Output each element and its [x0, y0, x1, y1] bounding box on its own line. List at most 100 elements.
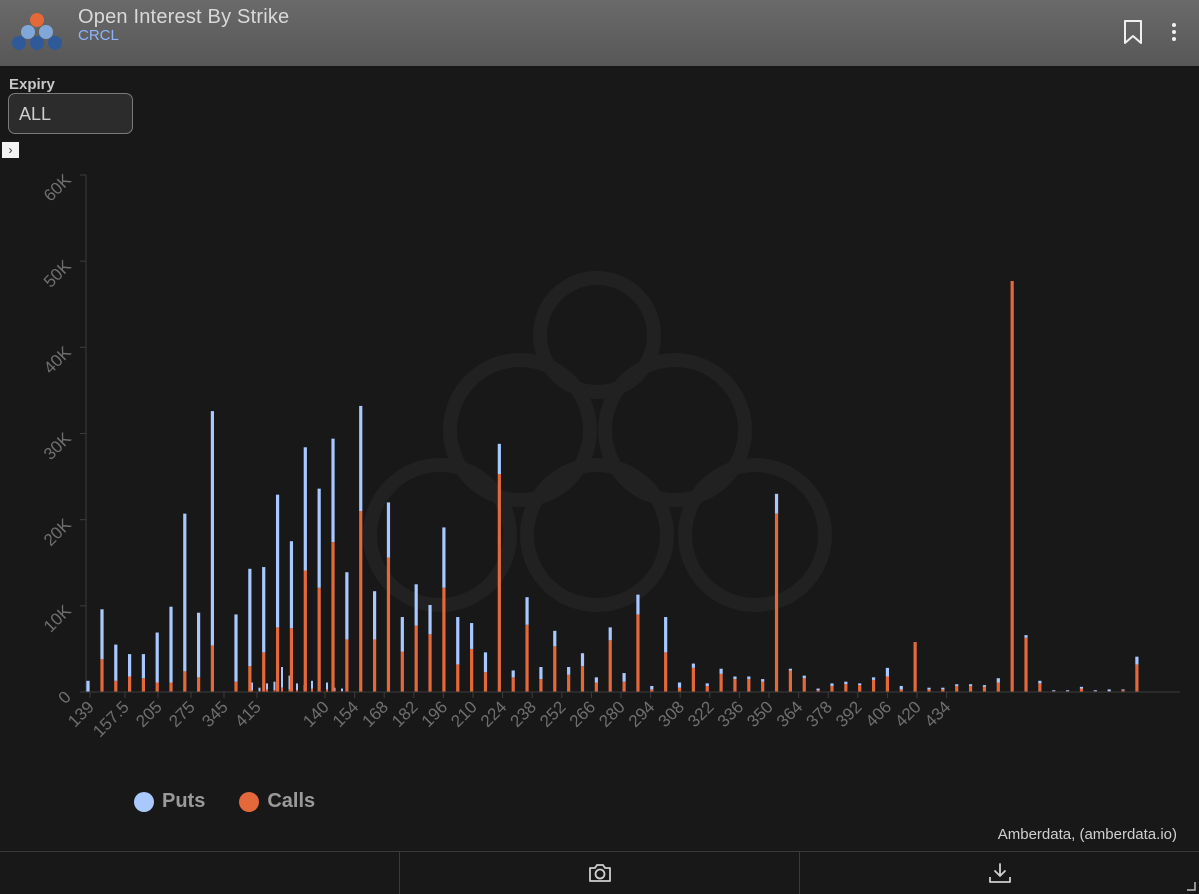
bar-puts	[373, 591, 377, 640]
bar-puts	[774, 493, 779, 514]
bar-puts	[359, 405, 363, 512]
bar-stack	[705, 683, 709, 692]
bar-puts	[636, 594, 640, 615]
bar-stack	[844, 681, 848, 692]
bar-calls	[141, 678, 145, 692]
legend-label-calls: Calls	[267, 790, 316, 812]
bar-puts	[128, 654, 132, 677]
x-tick-label: 157.5	[89, 697, 133, 741]
bar-puts	[996, 678, 1000, 683]
bar-calls	[1024, 637, 1028, 692]
expiry-select[interactable]: ALL	[8, 93, 133, 134]
bar-stack	[941, 687, 945, 692]
bar-puts	[169, 606, 173, 683]
bar-calls	[802, 678, 806, 692]
amberdata-logo	[12, 13, 62, 50]
bar-puts	[733, 676, 737, 680]
bar-calls	[359, 511, 363, 692]
resize-handle-icon[interactable]	[1186, 881, 1196, 891]
bar-stack	[996, 678, 1000, 692]
more-vertical-icon[interactable]	[1164, 20, 1184, 44]
cluster-bar-calls	[296, 690, 298, 692]
bar-calls	[664, 652, 668, 692]
bar-calls	[927, 689, 931, 692]
camera-icon[interactable]	[587, 861, 613, 885]
bar-calls	[483, 672, 488, 692]
bar-stack	[553, 630, 557, 692]
cluster-bar-calls	[266, 689, 268, 692]
bar-puts	[1093, 690, 1097, 692]
bar-puts	[761, 679, 765, 682]
bar-calls	[650, 689, 654, 692]
bar-puts	[1038, 680, 1042, 684]
x-tick-label: 280	[595, 697, 628, 730]
bar-stack	[968, 684, 973, 692]
x-tick-label: 336	[714, 697, 747, 730]
bar-puts	[553, 630, 557, 647]
bar-calls	[128, 676, 132, 692]
bar-stack	[927, 687, 931, 692]
download-icon[interactable]	[987, 861, 1013, 885]
bar-stack	[234, 614, 238, 692]
bar-calls	[830, 685, 834, 692]
bar-puts	[197, 612, 201, 678]
bar-calls	[497, 473, 501, 692]
bar-stack	[955, 684, 959, 692]
cluster-bar-puts	[258, 687, 261, 692]
ticker-symbol: CRCL	[78, 27, 119, 44]
y-tick-label: 60K	[40, 170, 75, 205]
bar-calls	[345, 639, 349, 692]
bar-puts	[539, 667, 543, 680]
bar-calls	[197, 677, 201, 692]
bar-calls	[1135, 664, 1139, 692]
bar-stack	[155, 632, 159, 692]
bar-calls	[858, 685, 862, 692]
bar-calls	[331, 542, 335, 692]
cluster-bar-puts	[326, 682, 328, 690]
bar-stack	[289, 541, 294, 692]
bar-stack	[774, 493, 779, 692]
bar-puts	[788, 668, 792, 671]
bar-puts	[289, 541, 294, 629]
bar-calls	[844, 684, 848, 692]
bar-puts	[248, 568, 252, 667]
cluster-bar-calls	[251, 690, 253, 692]
bar-calls	[636, 614, 640, 692]
bar-calls	[899, 689, 903, 692]
y-axis: 0 10K 20K 30K 40K 50K 60K	[40, 170, 87, 708]
x-tick-label: 392	[832, 697, 865, 730]
bar-stack	[871, 677, 876, 692]
bar-puts	[345, 572, 349, 640]
bar-stack	[442, 527, 446, 692]
bar-calls	[608, 640, 612, 692]
x-tick-label: 350	[743, 697, 776, 730]
bar-calls	[539, 679, 543, 692]
cluster-bar-puts	[251, 682, 253, 691]
bar-stack	[141, 654, 145, 692]
legend-item-puts[interactable]: Puts	[134, 790, 205, 813]
bar-stack	[400, 617, 404, 692]
cluster-bar-calls	[281, 687, 283, 692]
chevron-right-icon: ›	[8, 143, 13, 157]
bar-calls	[428, 634, 432, 692]
bar-puts	[802, 675, 806, 679]
chart-header: Open Interest By Strike CRCL	[0, 0, 1199, 66]
bar-calls	[774, 513, 779, 692]
legend-label-puts: Puts	[162, 790, 206, 812]
bookmark-icon[interactable]	[1121, 19, 1145, 45]
bar-puts	[858, 683, 862, 686]
bar-puts	[386, 502, 391, 558]
bar-puts	[885, 667, 890, 677]
bar-puts	[114, 644, 118, 681]
bar-puts	[497, 443, 501, 474]
bar-puts	[525, 597, 529, 625]
bar-stack	[733, 676, 737, 692]
bar-stack	[525, 597, 529, 692]
legend-item-calls[interactable]: Calls	[239, 790, 315, 813]
expand-toggle-button[interactable]: ›	[2, 142, 19, 158]
cluster-bar-calls	[273, 690, 276, 692]
bar-stack	[275, 494, 280, 692]
bar-puts	[456, 617, 460, 665]
bar-stack	[567, 667, 571, 692]
